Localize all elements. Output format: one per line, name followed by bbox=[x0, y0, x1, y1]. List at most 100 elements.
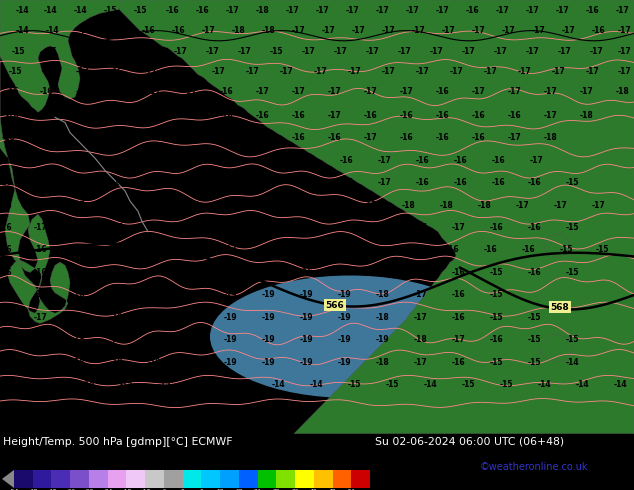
Text: -17: -17 bbox=[37, 133, 51, 142]
Text: -15: -15 bbox=[527, 335, 541, 344]
Text: -17: -17 bbox=[143, 67, 157, 76]
Text: -17: -17 bbox=[185, 200, 199, 210]
Text: -16: -16 bbox=[39, 87, 53, 97]
Text: -18: -18 bbox=[231, 26, 245, 35]
Text: -17: -17 bbox=[381, 67, 395, 76]
Text: -14: -14 bbox=[45, 26, 59, 35]
Text: -17: -17 bbox=[429, 47, 443, 55]
Text: -54: -54 bbox=[8, 489, 20, 490]
Text: -18: -18 bbox=[401, 200, 415, 210]
Text: -17: -17 bbox=[615, 6, 629, 15]
Text: -16: -16 bbox=[41, 67, 55, 76]
Text: -16: -16 bbox=[147, 245, 161, 254]
Text: -19: -19 bbox=[109, 313, 123, 322]
Text: -17: -17 bbox=[381, 26, 395, 35]
Text: -16: -16 bbox=[171, 26, 185, 35]
Bar bbox=[239, 470, 257, 488]
Text: -15: -15 bbox=[566, 178, 579, 187]
Text: -17: -17 bbox=[397, 47, 411, 55]
Text: -14: -14 bbox=[15, 26, 29, 35]
Text: -19: -19 bbox=[337, 313, 351, 322]
Text: -19: -19 bbox=[261, 291, 275, 299]
Text: -15: -15 bbox=[43, 47, 57, 55]
Text: -17: -17 bbox=[525, 47, 539, 55]
Bar bbox=[33, 470, 51, 488]
Text: -16: -16 bbox=[71, 291, 85, 299]
Text: -18: -18 bbox=[439, 200, 453, 210]
Text: -17: -17 bbox=[177, 67, 191, 76]
Text: -15: -15 bbox=[347, 380, 361, 389]
Text: -19: -19 bbox=[223, 291, 237, 299]
Text: -16: -16 bbox=[491, 178, 505, 187]
Text: -16: -16 bbox=[149, 178, 163, 187]
Text: -16: -16 bbox=[301, 156, 315, 165]
Text: -16: -16 bbox=[111, 178, 125, 187]
Text: -16: -16 bbox=[0, 178, 12, 187]
Text: -16: -16 bbox=[363, 111, 377, 120]
Text: -16: -16 bbox=[527, 268, 541, 277]
Text: -16: -16 bbox=[0, 223, 12, 232]
Text: -17: -17 bbox=[347, 67, 361, 76]
Text: -16: -16 bbox=[33, 268, 47, 277]
Text: -17: -17 bbox=[561, 26, 575, 35]
Bar bbox=[183, 470, 202, 488]
Text: -16: -16 bbox=[451, 291, 465, 299]
Text: -16: -16 bbox=[399, 111, 413, 120]
Text: -16: -16 bbox=[483, 245, 497, 254]
Text: -16: -16 bbox=[33, 291, 47, 299]
Text: -16: -16 bbox=[71, 245, 85, 254]
Text: -17: -17 bbox=[285, 6, 299, 15]
Text: -17: -17 bbox=[223, 223, 237, 232]
Text: -17: -17 bbox=[363, 133, 377, 142]
Text: -17: -17 bbox=[173, 47, 187, 55]
Text: -17: -17 bbox=[261, 200, 275, 210]
Text: -16: -16 bbox=[299, 268, 313, 277]
Text: -16: -16 bbox=[435, 111, 449, 120]
Text: -16: -16 bbox=[301, 178, 315, 187]
Text: -16: -16 bbox=[1, 133, 15, 142]
Text: -16: -16 bbox=[451, 358, 465, 367]
Text: ©weatheronline.co.uk: ©weatheronline.co.uk bbox=[480, 462, 588, 472]
Text: -17: -17 bbox=[201, 26, 215, 35]
Text: Su 02-06-2024 06:00 UTC (06+48): Su 02-06-2024 06:00 UTC (06+48) bbox=[375, 437, 564, 447]
Polygon shape bbox=[0, 0, 120, 112]
Text: -19: -19 bbox=[299, 291, 313, 299]
Text: -16: -16 bbox=[225, 178, 239, 187]
Text: -17: -17 bbox=[279, 67, 293, 76]
Text: -19: -19 bbox=[299, 313, 313, 322]
Text: -17: -17 bbox=[33, 358, 47, 367]
Text: -17: -17 bbox=[237, 47, 251, 55]
Text: -14: -14 bbox=[43, 6, 57, 15]
Text: -17: -17 bbox=[223, 245, 237, 254]
Text: -18: -18 bbox=[543, 133, 557, 142]
Text: -14: -14 bbox=[195, 380, 209, 389]
Text: -17: -17 bbox=[33, 200, 47, 210]
Text: 54: 54 bbox=[347, 489, 355, 490]
Text: -17: -17 bbox=[313, 67, 327, 76]
Text: -14: -14 bbox=[271, 380, 285, 389]
Text: -16: -16 bbox=[75, 111, 89, 120]
Bar bbox=[14, 470, 33, 488]
Text: -17: -17 bbox=[411, 26, 425, 35]
Text: -16: -16 bbox=[183, 111, 197, 120]
Text: -17: -17 bbox=[495, 6, 509, 15]
Bar bbox=[164, 470, 183, 488]
Bar bbox=[332, 470, 351, 488]
Text: 566: 566 bbox=[326, 301, 344, 310]
Text: -12: -12 bbox=[139, 489, 151, 490]
Text: -17: -17 bbox=[337, 223, 351, 232]
Text: -17: -17 bbox=[471, 87, 485, 97]
Text: -15: -15 bbox=[103, 6, 117, 15]
Text: -16: -16 bbox=[507, 111, 521, 120]
Text: -17: -17 bbox=[531, 26, 545, 35]
Text: -17: -17 bbox=[255, 87, 269, 97]
Text: -15: -15 bbox=[81, 380, 94, 389]
Text: -17: -17 bbox=[585, 67, 599, 76]
Text: -16: -16 bbox=[415, 156, 429, 165]
Text: -16: -16 bbox=[73, 156, 87, 165]
Text: -16: -16 bbox=[445, 245, 459, 254]
Text: -17: -17 bbox=[551, 67, 565, 76]
Text: -24: -24 bbox=[102, 489, 113, 490]
Bar bbox=[257, 470, 276, 488]
Text: -15: -15 bbox=[108, 26, 122, 35]
